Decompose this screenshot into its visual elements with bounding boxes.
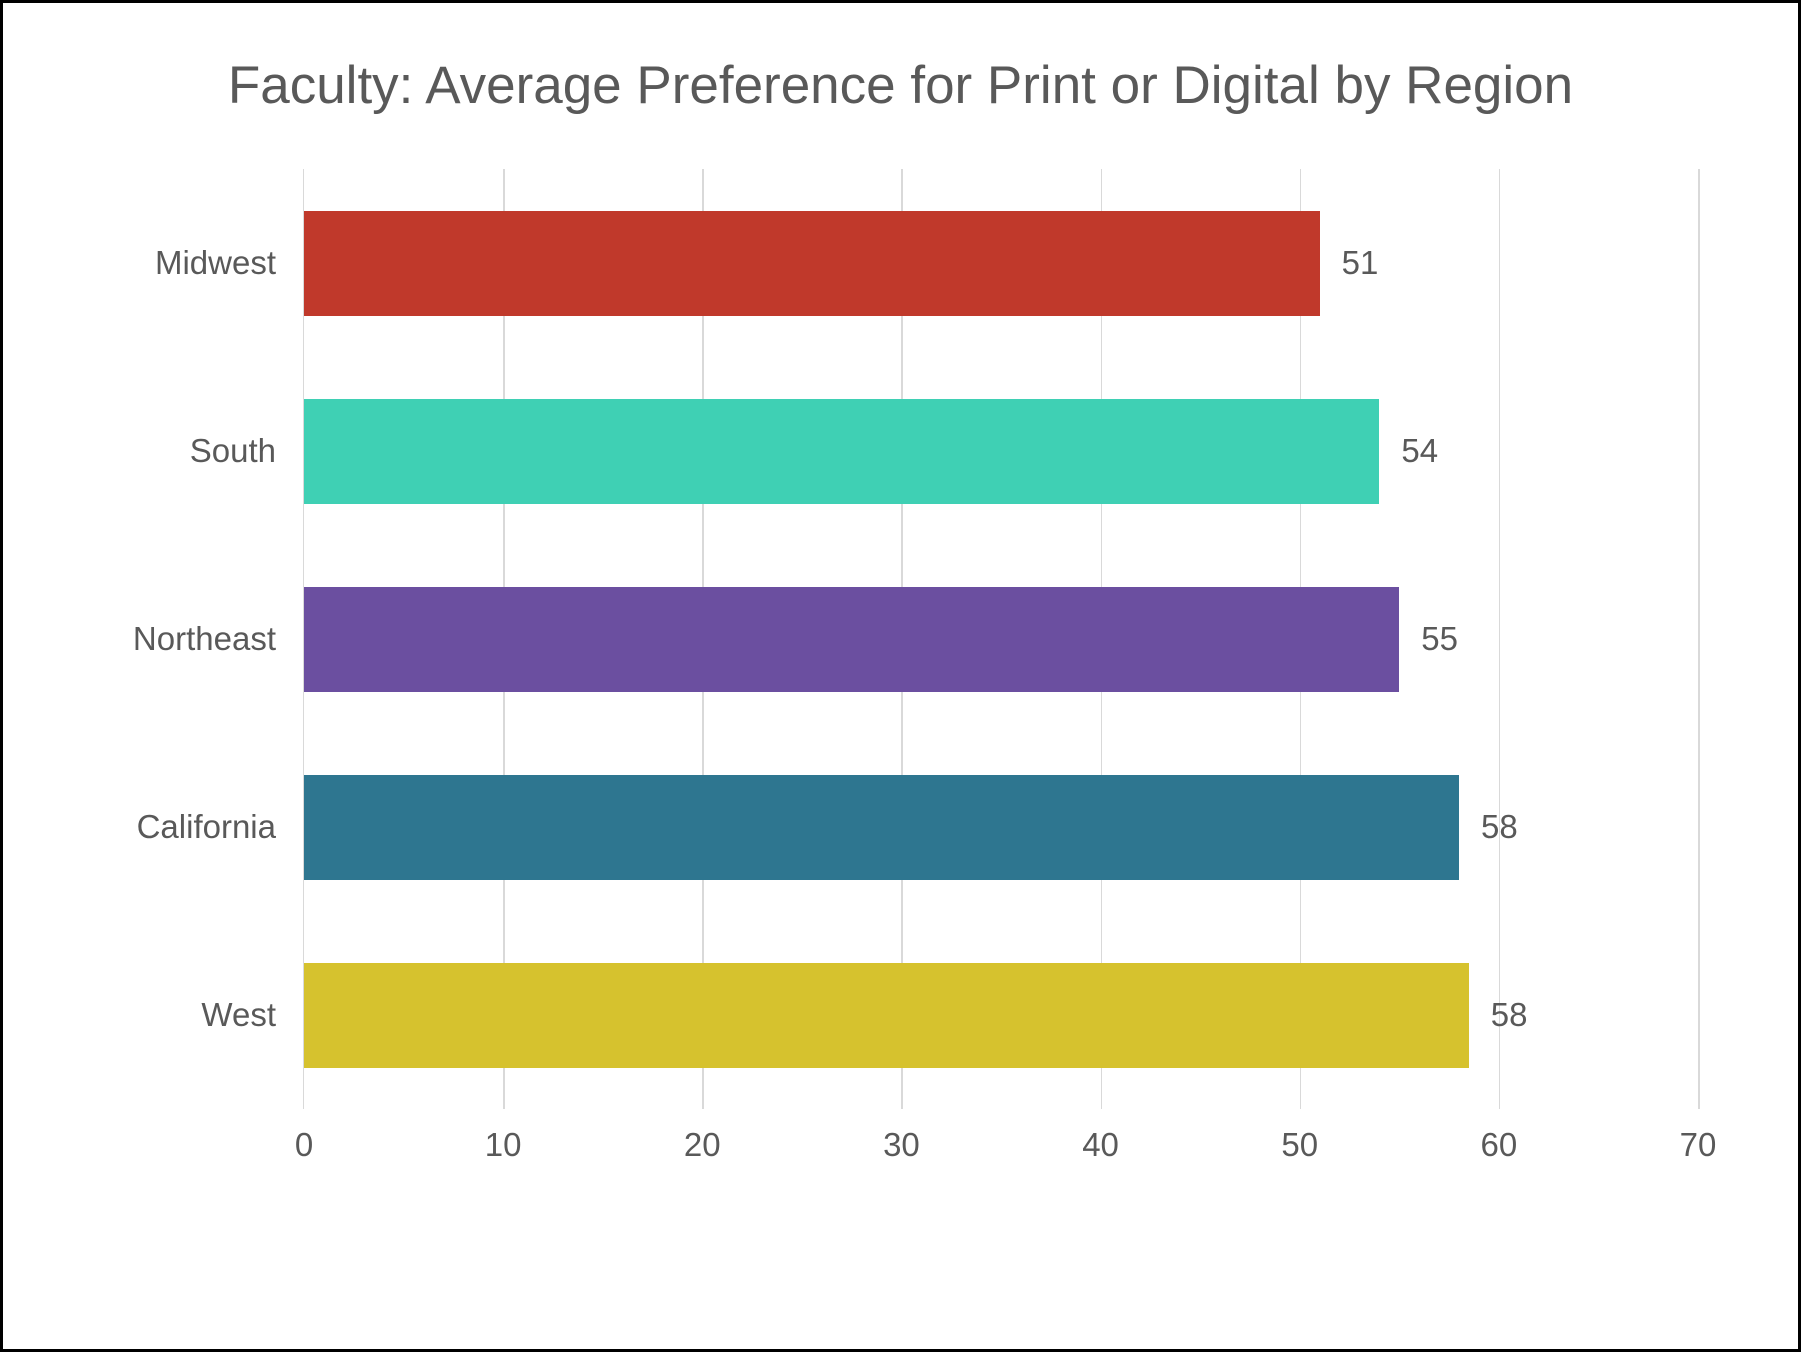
y-category-label: Midwest <box>155 244 304 282</box>
bar-value-label: 51 <box>1342 244 1379 282</box>
bar <box>304 587 1399 692</box>
x-tick-label: 60 <box>1480 1126 1517 1164</box>
bar-value-label: 55 <box>1421 620 1458 658</box>
bar-value-label: 58 <box>1481 808 1518 846</box>
bar-value-label: 58 <box>1491 996 1528 1034</box>
bar-row: California58 <box>304 733 1698 921</box>
x-tick-label: 40 <box>1082 1126 1119 1164</box>
gridline <box>1698 169 1700 1109</box>
chart-container: Faculty: Average Preference for Print or… <box>0 0 1801 1352</box>
bar-row: Northeast55 <box>304 545 1698 733</box>
x-tick-label: 0 <box>295 1126 313 1164</box>
bar <box>304 775 1459 880</box>
plot-wrap: 010203040506070Midwest51South54Northeast… <box>303 149 1698 1199</box>
bar-value-label: 54 <box>1401 432 1438 470</box>
x-tick-label: 30 <box>883 1126 920 1164</box>
bar <box>304 211 1320 316</box>
x-tick-label: 20 <box>684 1126 721 1164</box>
x-tick-label: 50 <box>1281 1126 1318 1164</box>
bar-row: South54 <box>304 357 1698 545</box>
bar <box>304 963 1469 1068</box>
bar-row: West58 <box>304 921 1698 1109</box>
bar <box>304 399 1379 504</box>
plot-area: 010203040506070Midwest51South54Northeast… <box>303 169 1698 1109</box>
bar-row: Midwest51 <box>304 169 1698 357</box>
y-category-label: California <box>137 808 304 846</box>
y-category-label: Northeast <box>133 620 304 658</box>
x-tick-label: 70 <box>1680 1126 1717 1164</box>
chart-title: Faculty: Average Preference for Print or… <box>201 53 1601 119</box>
y-category-label: West <box>201 996 304 1034</box>
y-category-label: South <box>190 432 304 470</box>
x-tick-label: 10 <box>485 1126 522 1164</box>
